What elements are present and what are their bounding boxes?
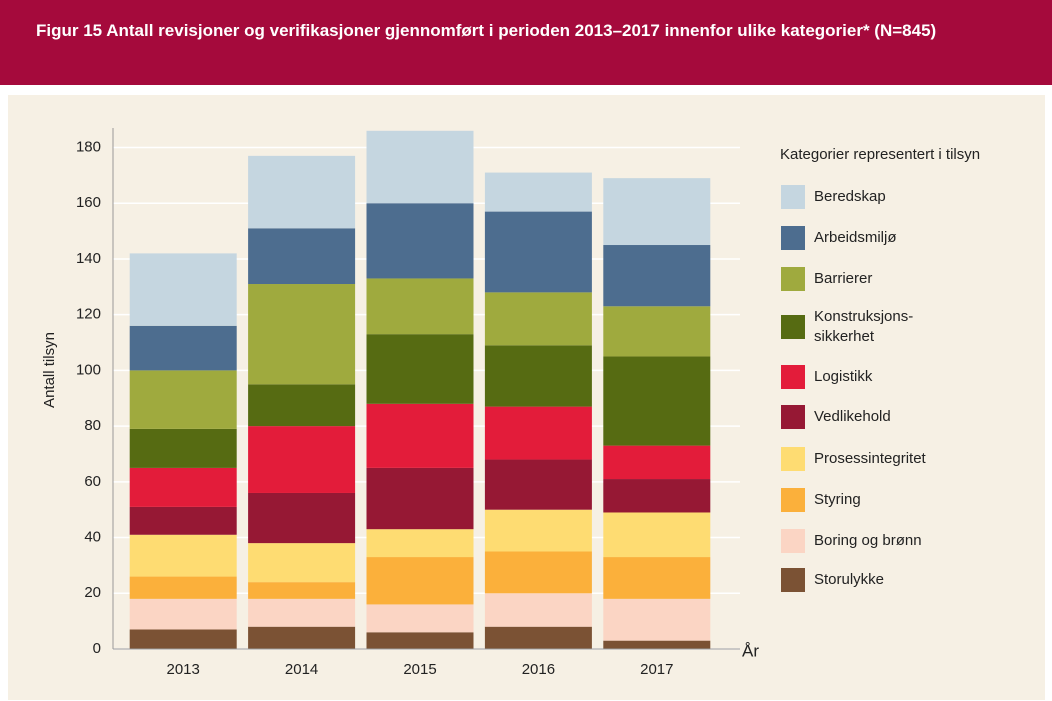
legend-swatch	[781, 315, 805, 339]
chart-title: Figur 15 Antall revisjoner og verifikasj…	[36, 21, 937, 40]
legend-label: Arbeidsmiljø	[814, 229, 897, 246]
legend-swatch	[781, 226, 805, 250]
y-tick-label: 100	[76, 361, 101, 378]
legend-label: Prosessintegritet	[814, 450, 926, 467]
bar-segment	[603, 598, 711, 641]
bar-segment	[603, 479, 711, 513]
y-tick-label: 160	[76, 194, 101, 211]
y-tick-label: 140	[76, 250, 101, 267]
bar-segment	[484, 459, 592, 510]
bar-segment	[484, 593, 592, 627]
bar-segment	[129, 576, 237, 599]
bar-segment	[248, 543, 356, 583]
bar-segment	[248, 582, 356, 599]
y-tick-label: 0	[93, 640, 101, 657]
bar-segment	[366, 604, 474, 633]
bar-segment	[366, 203, 474, 279]
bar-segment	[129, 629, 237, 649]
legend-label: Storulykke	[814, 571, 885, 588]
legend-swatch	[781, 267, 805, 291]
legend-swatch	[781, 447, 805, 471]
legend-label: Styring	[814, 491, 861, 508]
x-tick-label: 2015	[403, 661, 436, 678]
legend-swatch	[781, 185, 805, 209]
bar-segment	[248, 598, 356, 627]
bar-segment	[129, 370, 237, 429]
bar-segment	[603, 512, 711, 558]
bar-segment	[129, 534, 237, 577]
bar-segment	[484, 509, 592, 552]
bar-segment	[129, 467, 237, 507]
legend-swatch	[781, 529, 805, 553]
legend-label: Boring og brønn	[814, 532, 922, 549]
bar-segment	[603, 306, 711, 357]
x-tick-label: 2014	[285, 661, 318, 678]
y-tick-label: 60	[84, 473, 101, 490]
bar-segment	[248, 626, 356, 649]
bar-segment	[366, 130, 474, 204]
legend-title: Kategorier representert i tilsyn	[780, 146, 980, 163]
bar-segment	[366, 632, 474, 649]
x-axis-label: År	[742, 641, 759, 660]
bar-segment	[248, 228, 356, 285]
y-tick-label: 20	[84, 584, 101, 601]
bar-segment	[129, 506, 237, 535]
bar-segment	[484, 626, 592, 649]
bar-segment	[129, 428, 237, 468]
bar-segment	[366, 278, 474, 335]
bar-segment	[484, 551, 592, 594]
bar-segment	[484, 406, 592, 460]
bar-segment	[366, 334, 474, 404]
y-tick-label: 180	[76, 138, 101, 155]
bar-segment	[484, 345, 592, 407]
bar-segment	[603, 356, 711, 446]
bar-segment	[129, 325, 237, 371]
y-axis-label: Antall tilsyn	[41, 332, 58, 408]
bar-segment	[603, 557, 711, 599]
bar-segment	[484, 211, 592, 293]
bar-segment	[366, 529, 474, 558]
y-tick-label: 80	[84, 417, 101, 434]
bar-segment	[603, 178, 711, 246]
bar-segment	[248, 384, 356, 427]
bar-segment	[603, 245, 711, 307]
bar-segment	[248, 492, 356, 544]
bar-segment	[129, 598, 237, 630]
x-tick-label: 2016	[522, 661, 555, 678]
bar-segment	[248, 284, 356, 385]
legend-label: Konstruksjons- sikkerhet	[814, 308, 914, 345]
header: Figur 15 Antall revisjoner og verifikasj…	[0, 0, 1052, 85]
bar-segment	[366, 467, 474, 530]
legend-label: Vedlikehold	[814, 408, 891, 425]
legend-swatch	[781, 568, 805, 592]
bar-segment	[366, 557, 474, 605]
legend-label: Barrierer	[814, 270, 873, 287]
bar-segment	[484, 292, 592, 346]
bar-segment	[484, 172, 592, 212]
bar-segment	[248, 155, 356, 229]
legend-label: Beredskap	[814, 188, 886, 205]
bar-segment	[248, 426, 356, 493]
legend-swatch	[781, 365, 805, 389]
legend-label: Logistikk	[814, 368, 873, 385]
y-tick-label: 40	[84, 529, 101, 546]
legend-swatch	[781, 405, 805, 429]
bar-segment	[366, 403, 474, 468]
legend-swatch	[781, 488, 805, 512]
bar-segment	[129, 253, 237, 326]
x-tick-label: 2017	[640, 661, 673, 678]
y-tick-label: 120	[76, 306, 101, 323]
bar-segment	[603, 640, 711, 649]
x-tick-label: 2013	[167, 661, 200, 678]
bar-segment	[603, 445, 711, 480]
